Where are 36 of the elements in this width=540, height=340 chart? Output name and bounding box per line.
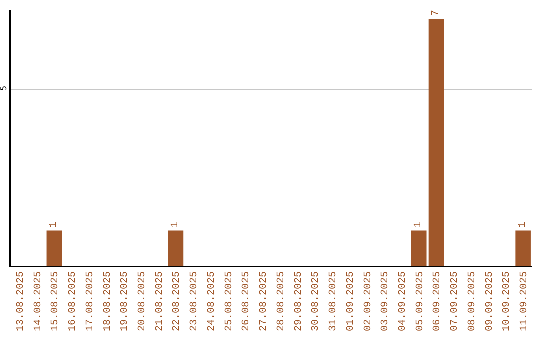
x-tick-label: 03.09.2025 [380, 272, 392, 332]
x-tick-label: 01.09.2025 [346, 272, 357, 332]
data-label: 1 [170, 222, 182, 228]
x-tick-label: 08.09.2025 [467, 272, 478, 332]
x-tick-label: 29.08.2025 [294, 272, 305, 332]
data-label: 1 [518, 222, 529, 228]
x-tick-label: 26.08.2025 [242, 272, 253, 332]
x-tick-label: 10.09.2025 [502, 272, 514, 332]
x-tick-label: 05.09.2025 [415, 272, 426, 332]
x-tick-label: 31.08.2025 [328, 272, 340, 332]
x-tick-label: 24.08.2025 [206, 272, 218, 332]
x-tick-label: 04.09.2025 [398, 272, 409, 332]
data-label: 7 [430, 10, 442, 16]
x-tick-label: 23.08.2025 [190, 272, 201, 332]
x-tick-label: 06.09.2025 [432, 272, 444, 332]
x-tick-label: 11.09.2025 [520, 272, 531, 332]
x-tick-label: 30.08.2025 [311, 272, 322, 332]
y-tick-label: 5 [0, 86, 8, 92]
x-tick-label: 28.08.2025 [276, 272, 288, 332]
data-label: 1 [48, 222, 60, 228]
x-tick-label: 14.08.2025 [33, 272, 44, 332]
x-tick-label: 17.08.2025 [85, 272, 96, 332]
x-tick-label: 21.08.2025 [154, 272, 166, 332]
x-tick-label: 19.08.2025 [120, 272, 132, 332]
x-tick-label: 25.08.2025 [224, 272, 236, 332]
data-label: 1 [414, 222, 425, 228]
x-tick-label: 15.08.2025 [50, 272, 62, 332]
x-tick-label: 16.08.2025 [68, 272, 80, 332]
x-tick-label: 22.08.2025 [172, 272, 184, 332]
x-tick-label: 20.08.2025 [138, 272, 148, 332]
x-tick-label: 18.08.2025 [102, 272, 114, 332]
x-tick-label: 13.08.2025 [16, 272, 27, 332]
x-tick-label: 27.08.2025 [259, 272, 270, 332]
x-tick-label: 09.09.2025 [484, 272, 496, 332]
x-tick-label: 02.09.2025 [363, 272, 374, 332]
x-tick-label: 07.09.2025 [450, 272, 462, 332]
